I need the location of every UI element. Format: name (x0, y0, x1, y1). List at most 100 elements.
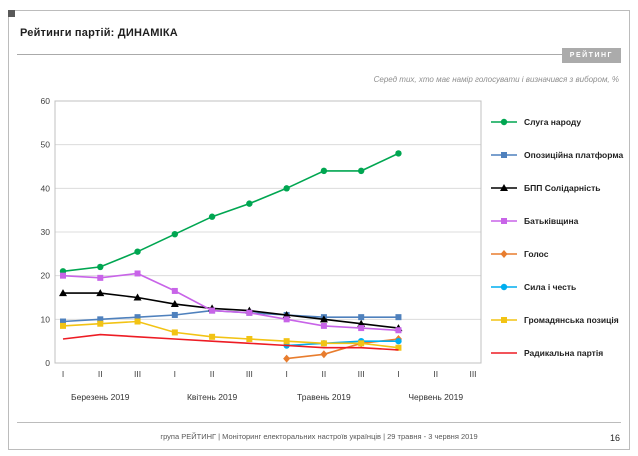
legend-item: Громадянська позиція (491, 313, 623, 327)
page-number: 16 (609, 433, 620, 443)
x-tick-label: I (397, 369, 399, 379)
series-marker (171, 329, 178, 336)
series-marker (358, 325, 365, 332)
month-label: Березень 2019 (71, 392, 130, 402)
corner-decoration (8, 10, 15, 17)
series-marker (501, 152, 507, 158)
x-tick-label: III (246, 369, 253, 379)
legend-marker-icon (491, 250, 517, 258)
y-axis-label: 10 (41, 314, 51, 324)
month-label: Квітень 2019 (187, 392, 238, 402)
y-axis-label: 30 (41, 227, 51, 237)
x-tick-label: I (285, 369, 287, 379)
series-marker (395, 337, 402, 345)
x-tick-label: III (358, 369, 365, 379)
legend-item: Радикальна партія (491, 346, 623, 360)
legend-item: Слуга народу (491, 115, 623, 129)
legend-label: Батьківщина (524, 216, 579, 226)
legend-marker-icon (491, 218, 517, 224)
series-marker (170, 300, 179, 308)
series-БПП Солідарність (59, 289, 403, 332)
y-axis-label: 40 (41, 183, 51, 193)
legend-marker-icon (491, 283, 517, 291)
series-marker (358, 340, 365, 347)
series-marker (208, 213, 216, 220)
series-marker (171, 287, 178, 294)
series-marker (283, 185, 290, 192)
footer-divider (17, 422, 621, 423)
page-title: Рейтинги партій: ДИНАМІКА (20, 27, 178, 39)
legend-marker-icon (491, 352, 517, 354)
x-tick-label: I (62, 369, 64, 379)
month-label: Червень 2019 (408, 392, 463, 402)
series-marker (134, 318, 141, 325)
series-marker (60, 322, 66, 329)
legend-label: Сила і честь (524, 282, 577, 292)
series-marker (209, 307, 216, 314)
x-tick-label: II (98, 369, 103, 379)
series-marker (320, 350, 328, 359)
series-marker (500, 283, 508, 291)
series-marker (171, 230, 179, 238)
series-marker (283, 316, 290, 323)
series-Батьківщина (60, 270, 402, 334)
series-marker (134, 270, 141, 277)
series-marker (134, 314, 141, 321)
series-marker (96, 289, 105, 297)
series-marker (320, 167, 328, 175)
plot-border (54, 100, 482, 364)
series-marker (501, 218, 507, 224)
legend-item: Сила і честь (491, 280, 623, 294)
series-line (62, 320, 399, 349)
legend-label: Опозиційна платформа (524, 150, 624, 160)
series-Радикальна партія (62, 333, 399, 351)
series-marker (59, 289, 67, 297)
footer-text: група РЕЙТИНГ | Моніторинг електоральних… (160, 432, 478, 441)
series-marker (500, 250, 508, 258)
series-marker (395, 314, 402, 321)
legend-marker-icon (491, 317, 517, 323)
legend-label: Радикальна партія (524, 348, 604, 358)
legend-label: Голос (524, 249, 549, 259)
series-marker (60, 318, 66, 325)
y-axis-label: 60 (41, 96, 51, 106)
slide: Рейтинги партій: ДИНАМІКА РЕЙТИНГ Серед … (8, 10, 630, 450)
legend-marker-icon (491, 152, 517, 158)
series-marker (500, 118, 508, 126)
series-marker (283, 338, 290, 345)
series-marker (97, 320, 104, 327)
series-marker (60, 272, 66, 279)
series-marker (500, 184, 508, 191)
series-marker (358, 314, 365, 321)
legend-item: Батьківщина (491, 214, 623, 228)
series-marker (395, 344, 402, 351)
series-marker (97, 263, 104, 271)
series-marker (97, 316, 104, 323)
series-line (286, 340, 399, 347)
series-line (62, 333, 399, 351)
x-tick-label: I (174, 369, 176, 379)
x-tick-label: II (322, 369, 327, 379)
x-tick-label: III (134, 369, 141, 379)
series-marker (395, 327, 402, 334)
series-marker (357, 319, 366, 327)
series-marker (246, 335, 253, 342)
series-marker (246, 200, 253, 207)
legend-label: Слуга народу (524, 117, 582, 127)
month-label: Травень 2019 (297, 392, 351, 402)
series-marker (357, 167, 365, 175)
rating-logo: РЕЙТИНГ (561, 48, 621, 63)
series-line (62, 272, 399, 332)
series-marker (246, 309, 253, 316)
series-marker (283, 354, 291, 363)
legend-label: БПП Солідарність (524, 183, 601, 193)
legend-item: БПП Солідарність (491, 181, 623, 195)
legend-marker-icon (491, 118, 517, 126)
series-marker (171, 311, 178, 318)
series-marker (134, 248, 141, 255)
series-line (62, 152, 399, 273)
legend-marker-icon (491, 184, 517, 191)
series-marker (133, 293, 142, 301)
